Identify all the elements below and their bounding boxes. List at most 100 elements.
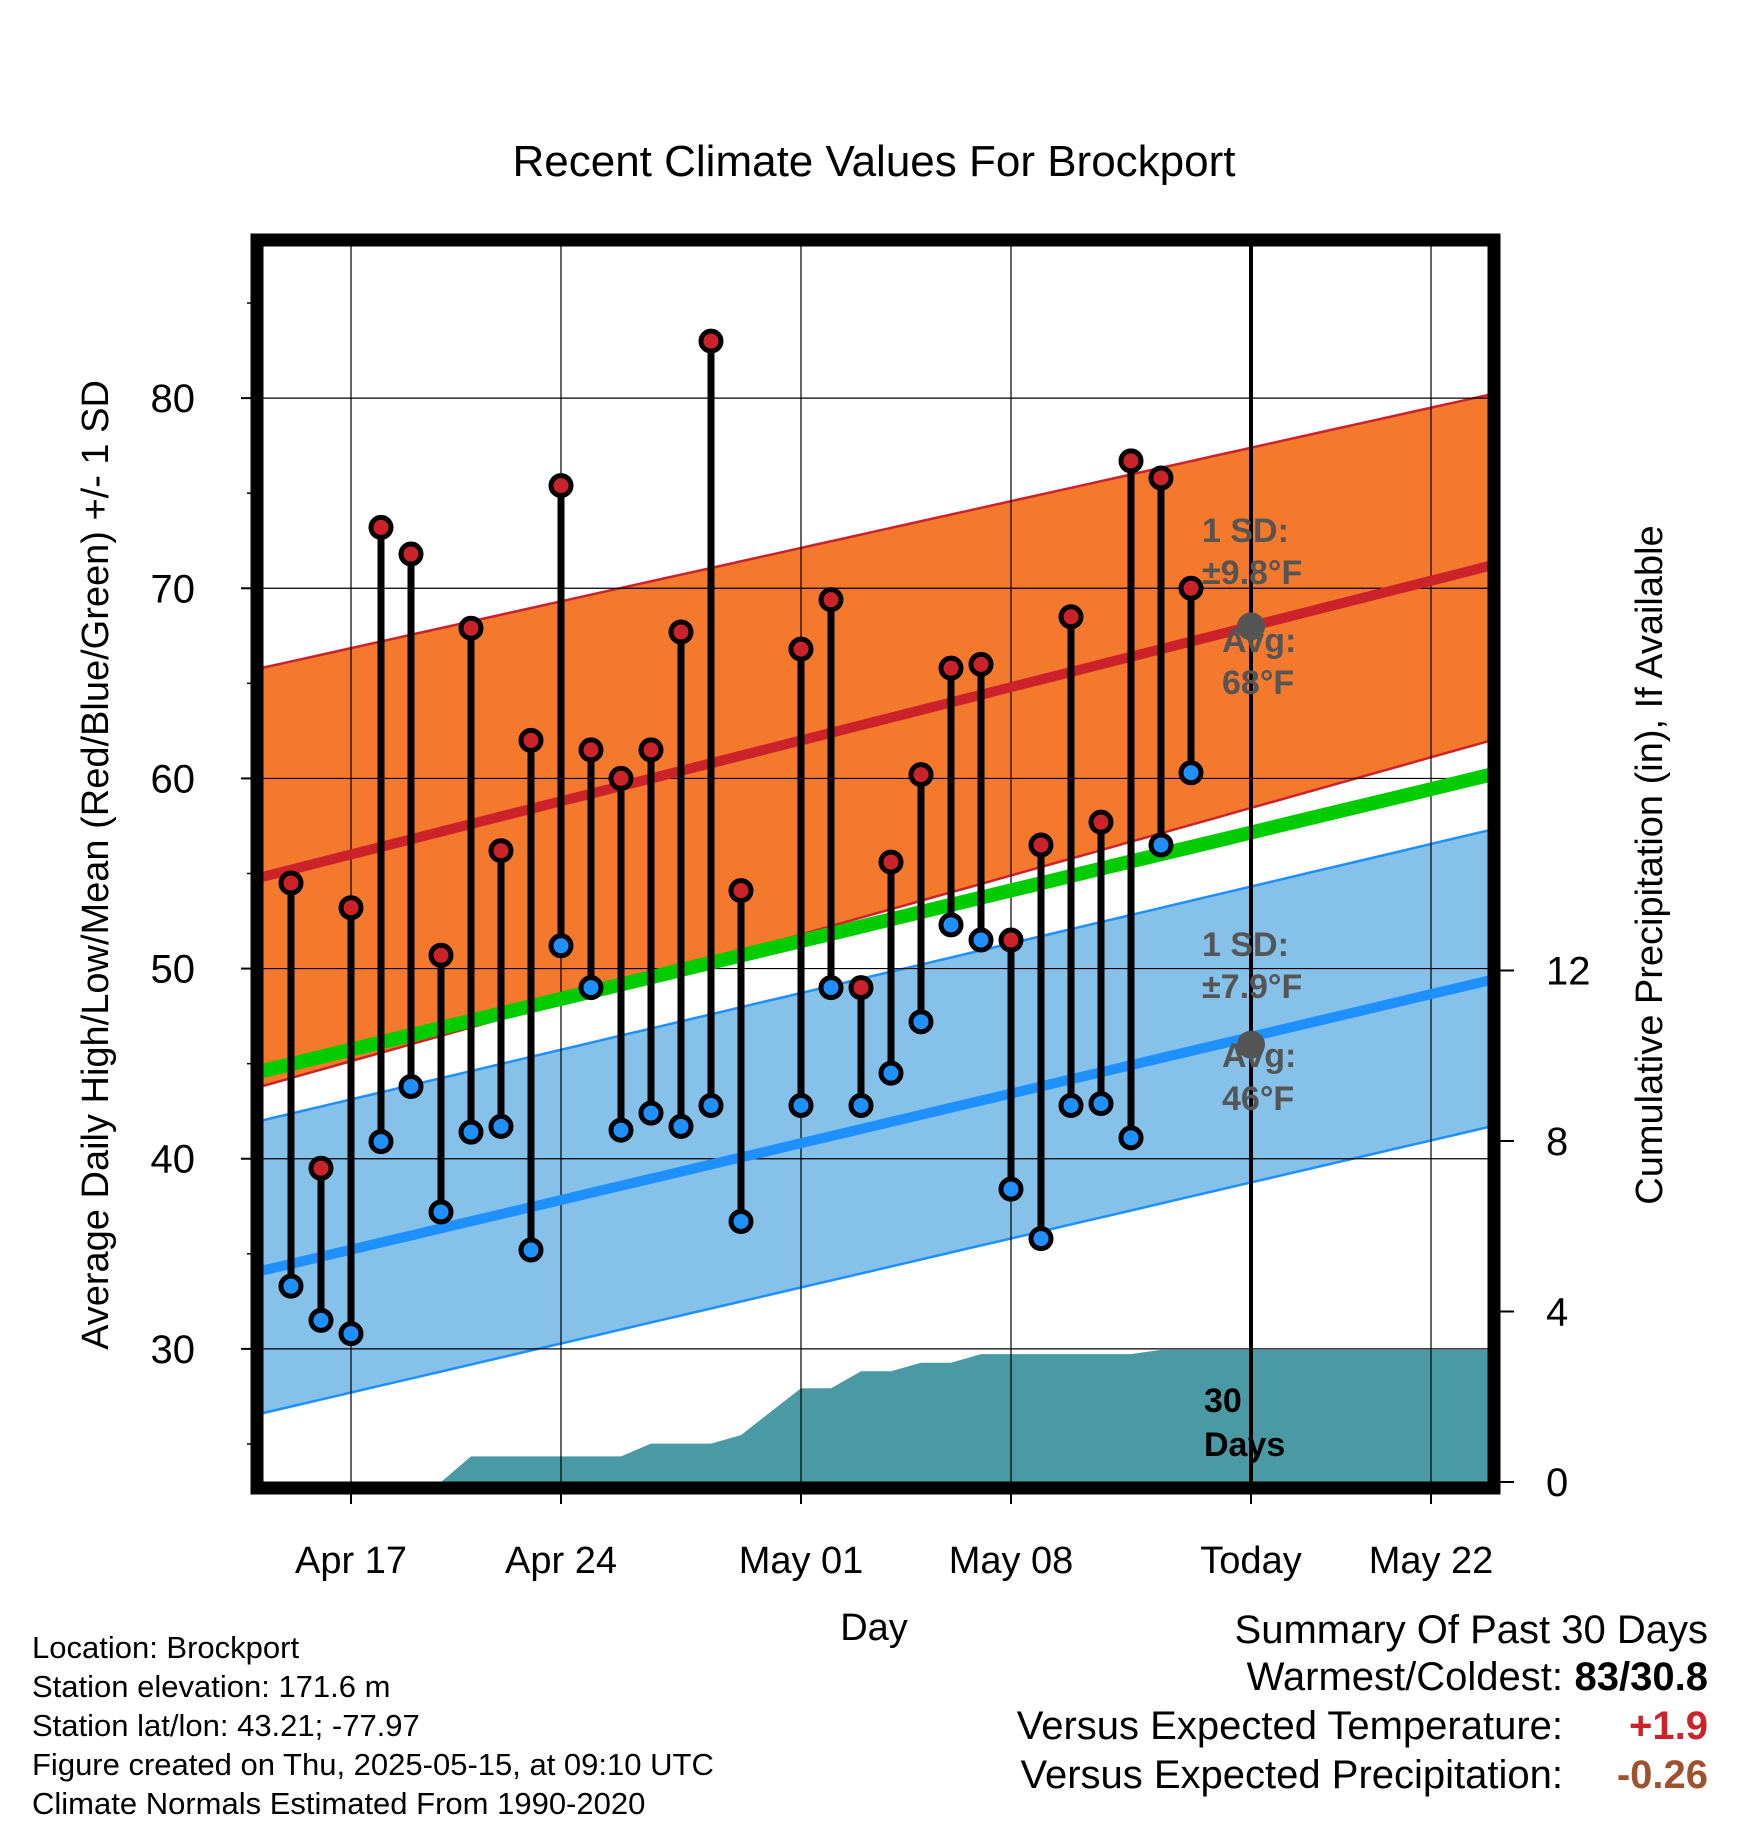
high-point-28 (1118, 448, 1144, 474)
precipitation-fill (261, 1349, 1491, 1482)
high-point-2 (308, 1155, 334, 1181)
annotations: 1 SD: ±9.8°F Avg: 68°F 1 SD: ±7.9°F Avg: 46°F 30… (1202, 512, 1302, 1464)
high-point-16 (728, 878, 754, 904)
high-avg-value: 68°F (1222, 664, 1294, 702)
high-normal-line (259, 560, 1493, 883)
x-tick-label: Apr 24 (505, 1540, 617, 1582)
high-sd-value: ±9.8°F (1202, 554, 1302, 592)
high-avg-label: Avg: (1222, 622, 1296, 660)
window-days-number: 30 (1204, 1382, 1242, 1420)
x-tick-label: May 01 (739, 1540, 864, 1582)
high-point-3 (338, 895, 364, 921)
low-point-28 (1118, 1125, 1144, 1151)
y-tick-label: 70 (151, 567, 196, 611)
high-point-27 (1088, 809, 1114, 835)
low-point-17 (788, 1092, 814, 1118)
low-avg-value: 46°F (1222, 1080, 1294, 1118)
precipitation-label: Versus Expected Precipitation: (1020, 1753, 1563, 1797)
high-sd-band (261, 394, 1491, 1087)
high-point-13 (638, 737, 664, 763)
y-tick-label: 60 (151, 757, 196, 801)
high-point-10 (548, 473, 574, 499)
low-point-7 (458, 1119, 484, 1145)
info-created: Figure created on Thu, 2025-05-15, at 09… (32, 1747, 714, 1782)
high-point-18 (818, 587, 844, 613)
high-point-21 (908, 762, 934, 788)
low-point-6 (428, 1199, 454, 1225)
x-axis-label: Day (840, 1607, 908, 1649)
low-point-11 (578, 975, 604, 1001)
y2-tick-label: 12 (1546, 950, 1591, 994)
low-sd-upper-edge (260, 828, 1492, 1122)
high-point-22 (938, 655, 964, 681)
temperature-label: Versus Expected Temperature: (1016, 1704, 1563, 1748)
low-sd-lower-edge (260, 1125, 1492, 1415)
y-tick-label: 50 (151, 948, 196, 992)
precipitation-value: -0.26 (1616, 1753, 1708, 1797)
high-point-7 (458, 615, 484, 641)
chart-title: Recent Climate Values For Brockport (512, 137, 1235, 186)
high-point-6 (428, 942, 454, 968)
low-point-3 (338, 1321, 364, 1347)
x-tick-label: Today (1200, 1540, 1301, 1582)
high-point-20 (878, 849, 904, 875)
low-normal-line (259, 975, 1493, 1276)
low-point-13 (638, 1100, 664, 1126)
y-tick-label: 40 (151, 1138, 196, 1182)
low-point-2 (308, 1307, 334, 1333)
low-point-16 (728, 1208, 754, 1234)
normal-bands (260, 393, 1492, 1415)
high-point-14 (668, 619, 694, 645)
today-low-avg-marker (1237, 1030, 1265, 1059)
low-point-19 (848, 1092, 874, 1118)
high-point-15 (698, 328, 724, 354)
summary-temperature: Versus Expected Temperature: +1.9 (1017, 1704, 1708, 1749)
high-point-8 (488, 838, 514, 864)
y2-tick-label: 0 (1546, 1461, 1568, 1505)
window-days-label: Days (1204, 1426, 1285, 1464)
low-point-26 (1058, 1092, 1084, 1118)
y-axis-label: Average Daily High/Low/Mean (Red/Blue/Gr… (75, 380, 117, 1350)
mean-normal-line (259, 767, 1493, 1079)
x-tick-label: May 08 (949, 1540, 1074, 1582)
warmest-coldest-value: 83/30.8 (1574, 1655, 1708, 1699)
high-point-29 (1148, 465, 1174, 491)
summary-precipitation: Versus Expected Precipitation: -0.26 (1020, 1753, 1708, 1798)
y-tick-label: 30 (151, 1328, 196, 1372)
low-point-10 (548, 933, 574, 959)
high-point-1 (278, 870, 304, 896)
low-sd-label: 1 SD: (1202, 926, 1289, 964)
low-point-30 (1178, 760, 1204, 786)
low-point-15 (698, 1092, 724, 1118)
summary-warmest-coldest: Warmest/Coldest: 83/30.8 (1247, 1655, 1708, 1700)
low-point-9 (518, 1237, 544, 1263)
low-point-4 (368, 1129, 394, 1155)
low-point-25 (1028, 1226, 1054, 1252)
y2-tick-label: 4 (1546, 1291, 1568, 1335)
low-sd-value: ±7.9°F (1202, 968, 1302, 1006)
x-tick-label: Apr 17 (295, 1540, 407, 1582)
high-point-24 (998, 927, 1024, 953)
high-point-25 (1028, 832, 1054, 858)
high-point-30 (1178, 575, 1204, 601)
summary-title: Summary Of Past 30 Days (1234, 1608, 1708, 1652)
high-point-12 (608, 765, 634, 791)
info-location: Location: Brockport (32, 1630, 300, 1665)
low-point-29 (1148, 832, 1174, 858)
normal-lines (259, 560, 1493, 1276)
low-point-5 (398, 1073, 424, 1099)
low-point-12 (608, 1117, 634, 1143)
high-point-19 (848, 975, 874, 1001)
low-point-14 (668, 1113, 694, 1139)
low-point-20 (878, 1060, 904, 1086)
y-tick-label: 80 (151, 377, 196, 421)
high-point-5 (398, 541, 424, 567)
plot-frame (250, 233, 1501, 1495)
low-point-27 (1088, 1091, 1114, 1117)
info-latlon: Station lat/lon: 43.21; -77.97 (32, 1708, 420, 1743)
y2-axis-label: Cumulative Precipitation (in), If Availa… (1629, 525, 1671, 1204)
high-point-17 (788, 636, 814, 662)
gridlines (263, 246, 1488, 1482)
axes: Apr 17 Apr 24 May 01 May 08 Today May 2230405… (151, 302, 1591, 1582)
high-point-4 (368, 514, 394, 540)
